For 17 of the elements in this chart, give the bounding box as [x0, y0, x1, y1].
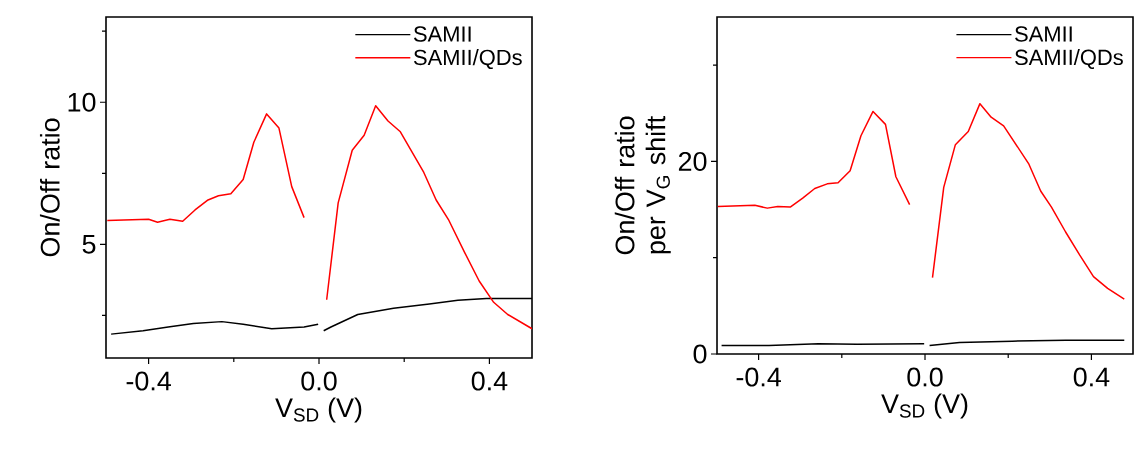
x-axis-title: V$_{SD}$ (V) — [275, 397, 362, 423]
y-tick-label: 0 — [693, 344, 707, 364]
x-tick-label: 0.4 — [471, 371, 508, 391]
x-tick-label: -0.4 — [126, 371, 171, 391]
legend-label: SAMII — [413, 26, 471, 42]
legend-label: SAMII/QDs — [1015, 49, 1123, 70]
legend-label: SAMII — [1015, 26, 1072, 42]
x-tick-label: 0.0 — [907, 367, 943, 387]
y-tick-label: 5 — [82, 234, 96, 254]
x-tick-label: 0.4 — [1073, 367, 1110, 387]
legend-label: SAMII/QDs — [413, 49, 522, 70]
x-tick-label: -0.4 — [736, 367, 781, 387]
y-tick-label: 10 — [68, 92, 96, 112]
x-tick-label: 0.0 — [301, 371, 337, 391]
y-axis-title: On/Off ratio — [39, 118, 60, 257]
x-axis-title: V$_{SD}$ (V) — [881, 393, 968, 419]
y-tick-label: 20 — [678, 151, 707, 171]
